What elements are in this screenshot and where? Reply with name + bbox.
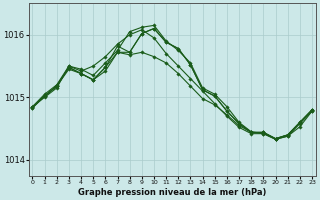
X-axis label: Graphe pression niveau de la mer (hPa): Graphe pression niveau de la mer (hPa) (78, 188, 267, 197)
